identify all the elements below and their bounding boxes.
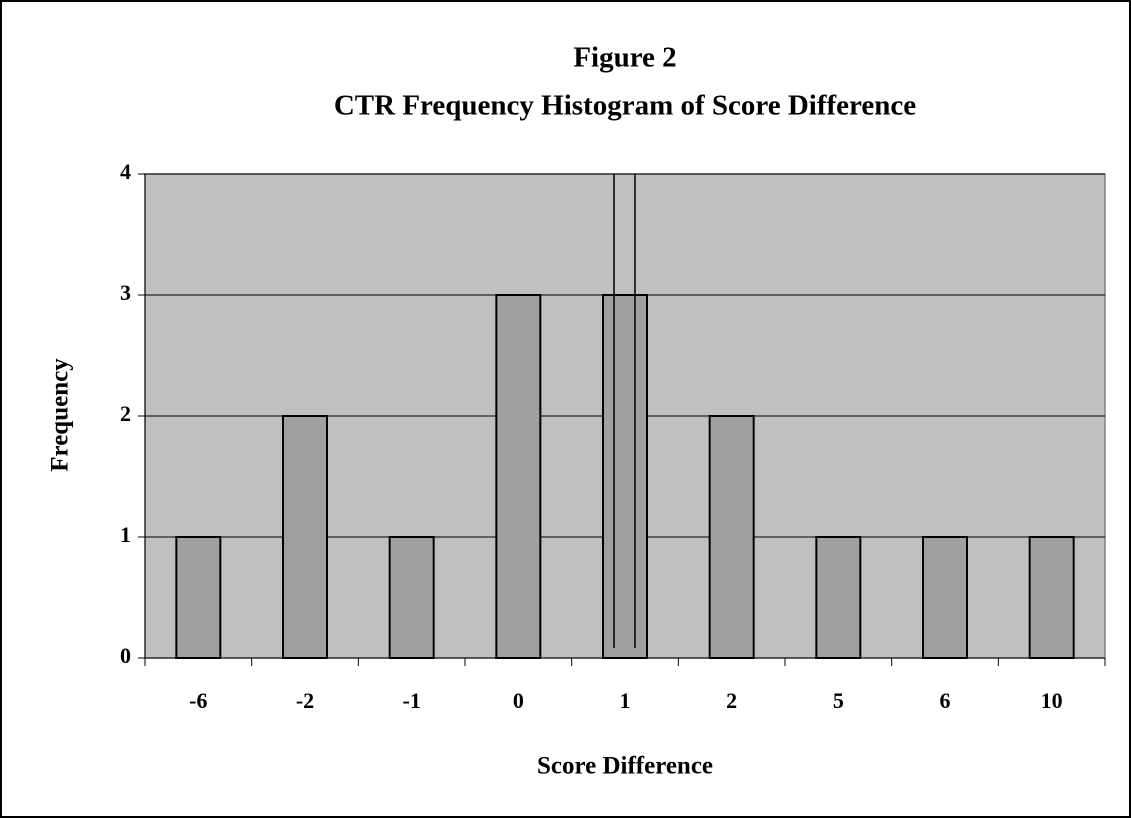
x-tick-label: 2 [726,688,737,713]
bar [815,536,862,659]
y-tick-label: 1 [120,522,131,547]
x-tick-label: -1 [403,688,421,713]
x-tick-label: 0 [513,688,524,713]
x-tick-label: 6 [940,688,951,713]
y-tick-label: 2 [120,401,131,426]
bar [602,294,648,659]
chart-subtitle: CTR Frequency Histogram of Score Differe… [334,90,916,122]
y-axis-title: Frequency [47,358,74,472]
bar [922,536,968,659]
x-tick-label: 10 [1041,688,1063,713]
y-tick-label: 4 [120,159,131,184]
bar [388,536,435,659]
y-tick-label: 3 [120,280,131,305]
x-tick-label: -2 [296,688,314,713]
bar [495,294,542,659]
x-tick-label: -6 [189,688,207,713]
chart-title: Figure 2 [573,42,676,74]
x-tick-label: 5 [833,688,844,713]
bar [282,415,328,659]
bar [1028,536,1075,659]
x-tick-label: 1 [620,688,631,713]
x-axis-title: Score Difference [537,753,713,780]
bar [708,415,755,659]
bar [175,536,222,659]
y-tick-label: 0 [120,643,131,668]
